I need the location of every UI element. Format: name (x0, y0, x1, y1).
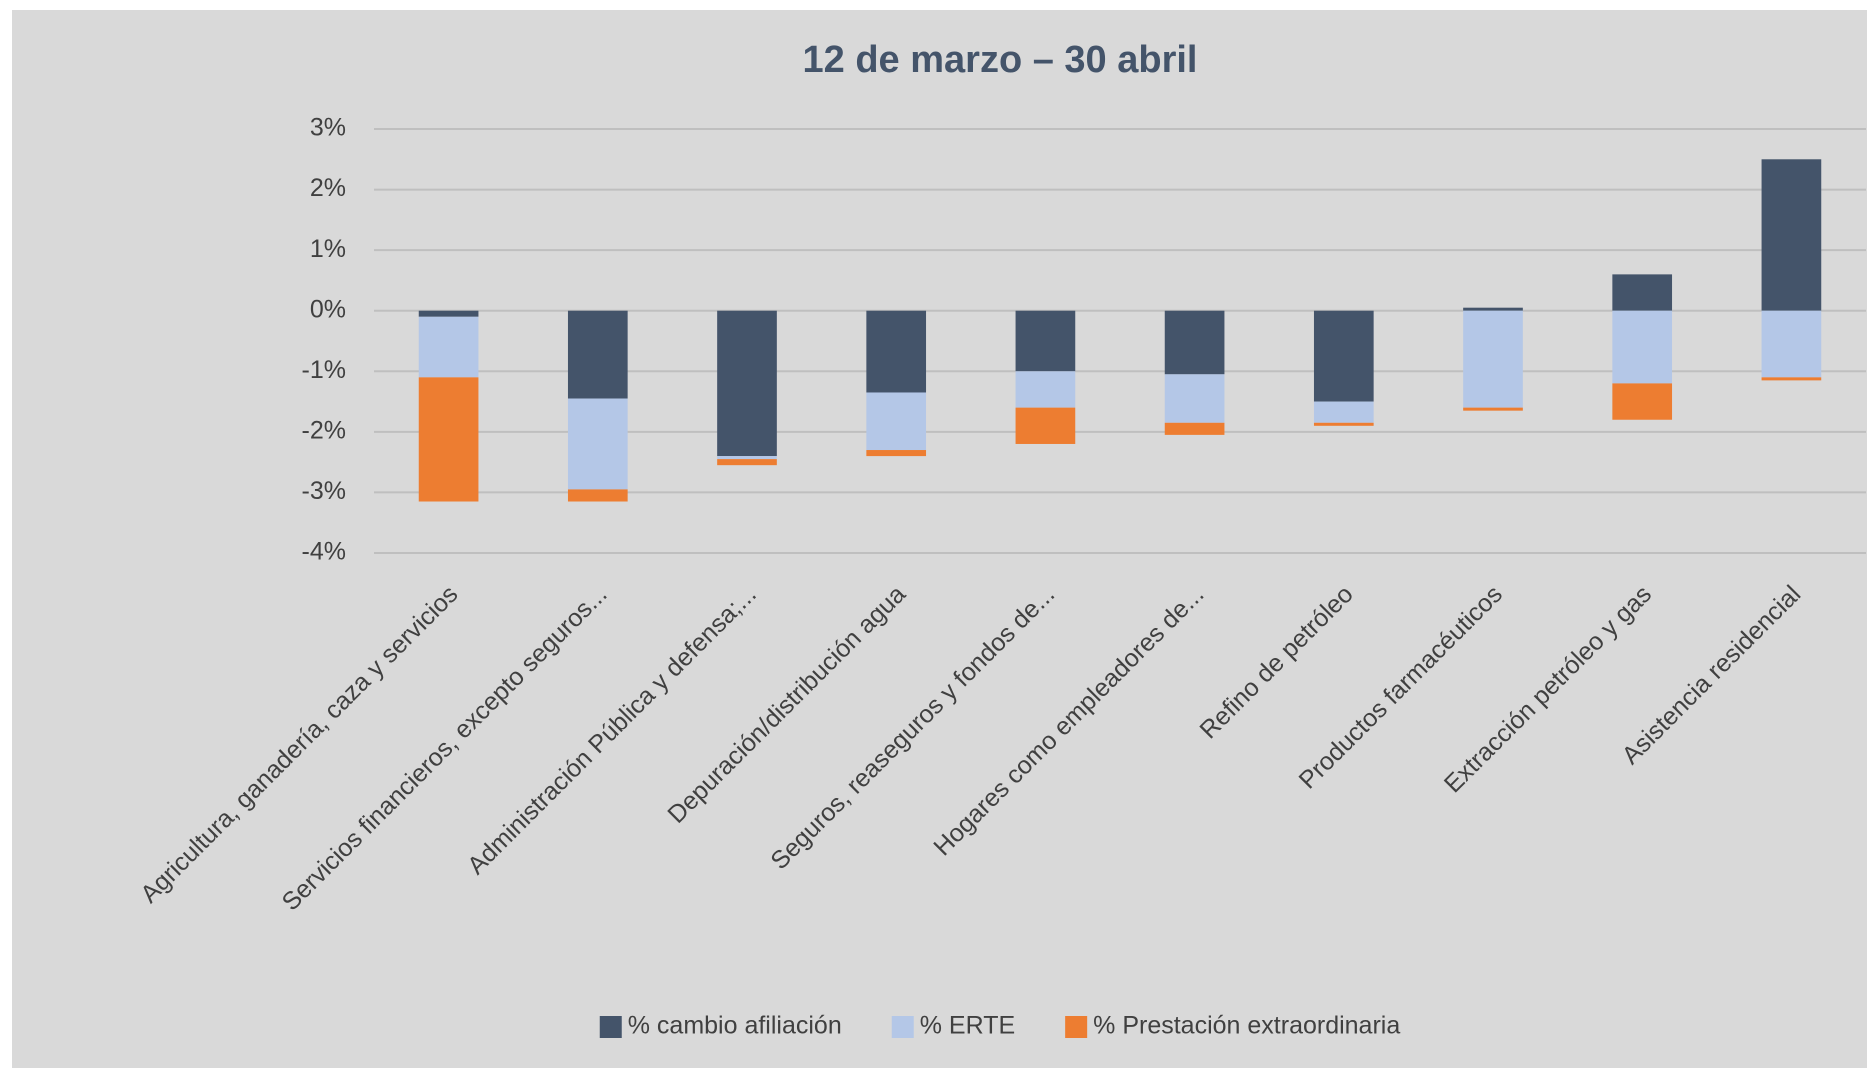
chart-background (12, 10, 1867, 1068)
bar-segment (717, 310, 777, 457)
bar-segment (567, 398, 628, 490)
legend-label: % Prestación extraordinaria (1093, 1012, 1400, 1040)
bar-segment (1313, 310, 1374, 402)
bar-segment (567, 489, 628, 502)
bar-segment (866, 310, 927, 393)
bar-segment (866, 450, 927, 457)
legend-label: % cambio afiliación (628, 1012, 842, 1040)
bar-segment (418, 316, 479, 378)
bar-segment (1612, 274, 1673, 311)
bar-segment (1612, 310, 1673, 384)
bar-segment (418, 377, 479, 502)
y-tick-label: 1% (310, 235, 346, 263)
bar-segment (1463, 307, 1523, 311)
bar-segment (717, 459, 777, 466)
y-tick-label: 3% (310, 114, 346, 142)
bar-segment (1463, 407, 1523, 411)
y-tick-label: 2% (310, 174, 346, 202)
bar-segment (1015, 371, 1076, 408)
bar-segment (1761, 159, 1822, 311)
bar-segment (1164, 422, 1225, 435)
legend-swatch (599, 1016, 622, 1038)
bar-segment (1313, 422, 1374, 426)
bar-segment (1761, 310, 1822, 378)
bar-segment (866, 392, 927, 451)
y-tick-label: -4% (302, 538, 346, 566)
bar-segment (1463, 310, 1523, 408)
y-tick-label: 0% (310, 295, 346, 323)
bar-segment (1313, 401, 1374, 423)
legend-label: % ERTE (920, 1012, 1015, 1040)
legend-swatch (1065, 1016, 1088, 1038)
bar-segment (1015, 310, 1076, 372)
y-tick-label: -2% (302, 416, 346, 444)
bar-segment (1015, 407, 1076, 444)
bar-segment (1164, 310, 1225, 375)
chart-title: 12 de marzo – 30 abril (803, 39, 1198, 81)
legend-swatch (891, 1016, 914, 1038)
bar-segment (1164, 374, 1225, 423)
y-tick-label: -1% (302, 356, 346, 384)
bar-segment (418, 310, 479, 317)
y-tick-label: -3% (302, 477, 346, 505)
bar-segment (717, 456, 777, 460)
bar-segment (1761, 377, 1822, 381)
bar-segment (567, 310, 628, 399)
bar-segment (1612, 383, 1673, 420)
